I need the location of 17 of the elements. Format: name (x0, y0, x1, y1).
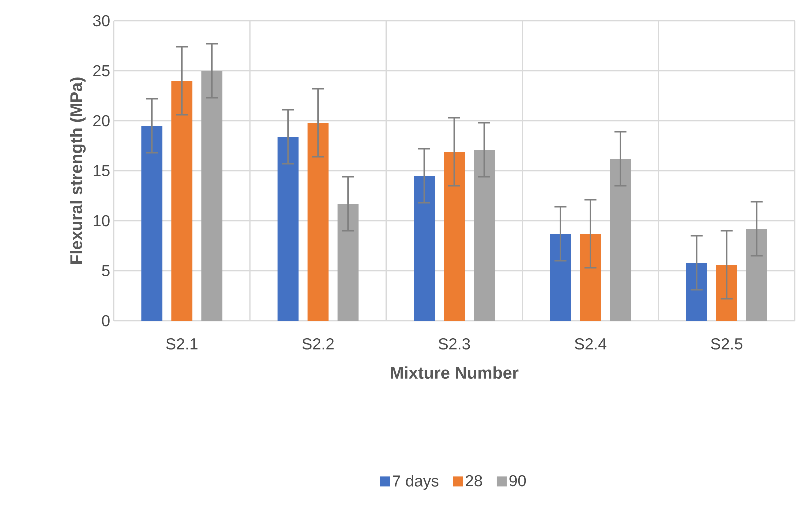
y-axis-title: Flexural strength (MPa) (70, 78, 86, 264)
y-tick-label: 25 (94, 65, 110, 77)
legend-label: 28 (466, 475, 482, 487)
y-tick-label: 30 (93, 15, 110, 27)
y-tick-label: 0 (102, 315, 110, 327)
x-tick-label: S2.1 (166, 338, 198, 350)
y-tick-label: 5 (102, 265, 110, 277)
x-tick-label: S2.3 (438, 338, 470, 350)
x-axis-title: Mixture Number (391, 366, 519, 380)
x-tick-label: S2.2 (302, 338, 334, 350)
legend-label: 7 days (393, 475, 439, 490)
y-tick-label: 10 (94, 215, 110, 227)
x-tick-label: S2.5 (711, 338, 743, 350)
legend-label: 90 (510, 475, 526, 487)
x-tick-label: S2.4 (575, 338, 607, 350)
y-tick-label: 15 (94, 165, 110, 177)
y-tick-label: 20 (94, 115, 110, 127)
